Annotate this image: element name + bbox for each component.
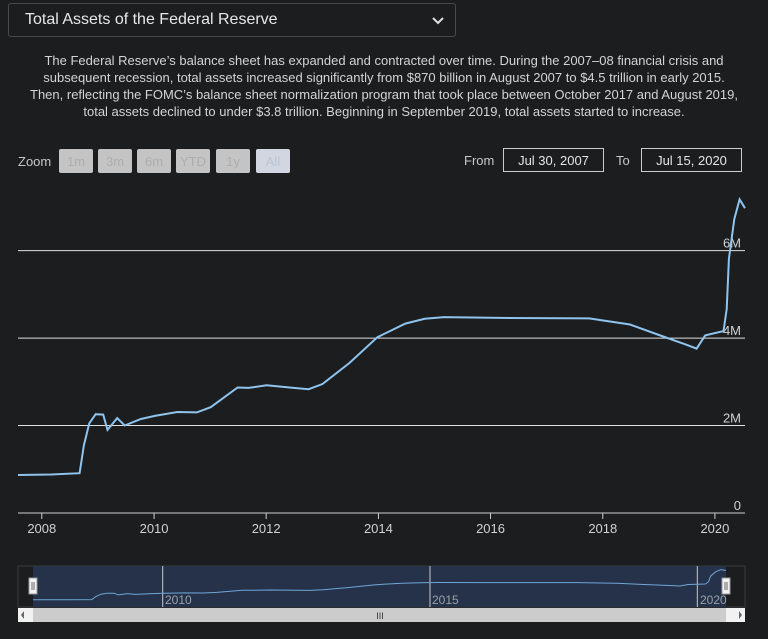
chevron-down-icon bbox=[432, 17, 444, 25]
x-tick-label: 2012 bbox=[252, 521, 281, 536]
navigator-label-2020: 2020 bbox=[700, 593, 727, 607]
x-tick-label: 2018 bbox=[588, 521, 617, 536]
zoom-3m-button[interactable]: 3m bbox=[98, 149, 132, 173]
y-tick-label: 0 bbox=[734, 498, 741, 513]
total-assets-line bbox=[17, 196, 746, 476]
navigator-grid bbox=[162, 566, 698, 607]
x-tick-label: 2014 bbox=[364, 521, 393, 536]
x-tick-label: 2008 bbox=[27, 521, 56, 536]
from-label: From bbox=[464, 153, 495, 168]
x-axis-ticks: 2008 2010 2012 2014 2016 2018 2020 bbox=[27, 513, 729, 536]
y-tick-label: 4M bbox=[723, 323, 741, 338]
y-tick-label: 2M bbox=[723, 411, 741, 426]
zoom-6m-button[interactable]: 6m bbox=[137, 149, 171, 173]
to-date-input[interactable]: Jul 15, 2020 bbox=[641, 148, 742, 172]
scrollbar-grip[interactable]: III bbox=[376, 611, 384, 621]
navigator-line bbox=[33, 569, 727, 601]
x-tick-label: 2020 bbox=[700, 521, 729, 536]
navigator-handle-right[interactable] bbox=[721, 577, 731, 595]
x-tick-label: 2016 bbox=[476, 521, 505, 536]
zoom-all-button[interactable]: All bbox=[256, 149, 290, 173]
zoom-1m-button[interactable]: 1m bbox=[59, 149, 93, 173]
navigator-handle-left[interactable] bbox=[28, 577, 38, 595]
to-label: To bbox=[616, 153, 630, 168]
navigator-selection[interactable] bbox=[33, 566, 726, 607]
zoom-label: Zoom bbox=[18, 154, 52, 169]
x-tick-label: 2010 bbox=[140, 521, 169, 536]
zoom-ytd-button[interactable]: YTD bbox=[176, 149, 210, 173]
from-date-input[interactable]: Jul 30, 2007 bbox=[503, 148, 604, 172]
navigator-label-2010: 2010 bbox=[165, 593, 192, 607]
dataset-select[interactable]: Total Assets of the Federal Reserve bbox=[8, 3, 456, 37]
navigator-label-2015: 2015 bbox=[432, 593, 459, 607]
dataset-select-value: Total Assets of the Federal Reserve bbox=[25, 11, 278, 28]
scrollbar[interactable]: III bbox=[18, 608, 745, 622]
y-grid bbox=[18, 250, 745, 427]
zoom-1y-button[interactable]: 1y bbox=[216, 149, 250, 173]
chart-description: The Federal Reserve’s balance sheet has … bbox=[30, 53, 738, 119]
